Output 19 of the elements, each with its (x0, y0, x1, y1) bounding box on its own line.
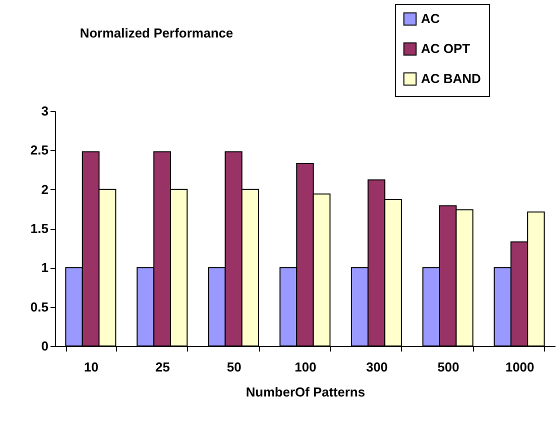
y-tick-label: 2.5 (30, 142, 48, 158)
y-tick-label: 3 (41, 104, 48, 118)
x-tick-label: 500 (438, 360, 460, 374)
y-tick-label: 2 (41, 182, 48, 197)
legend-label: AC BAND (421, 71, 481, 86)
y-tick-label: 0.5 (30, 299, 48, 314)
x-axis-title: NumberOf Patterns (246, 384, 366, 400)
y-tick-label: 1 (41, 260, 48, 276)
x-tick-label: 10 (84, 360, 98, 374)
x-tick-label: 100 (294, 360, 316, 374)
y-tick-label: 1.5 (30, 221, 48, 236)
x-tick-label: 1000 (505, 360, 534, 374)
chart-title: Normalized Performance (80, 26, 234, 40)
x-tick-label: 300 (366, 360, 388, 374)
legend-label: AC OPT (421, 41, 470, 56)
x-tick-label: 25 (155, 360, 170, 374)
x-tick-label: 50 (226, 360, 242, 374)
y-tick-label: 0 (41, 338, 48, 354)
legend-label: AC (421, 11, 440, 26)
